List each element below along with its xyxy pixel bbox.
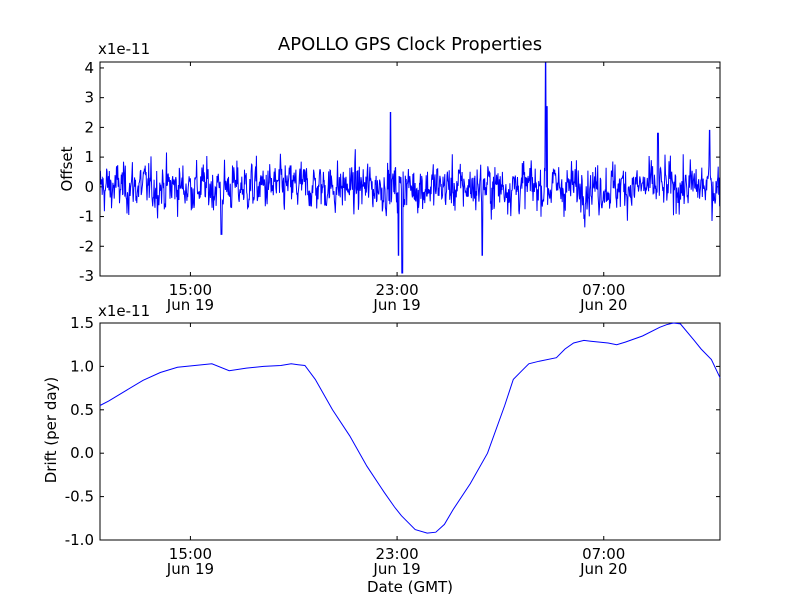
x-tick-date-label: Jun 19 [166,296,214,314]
x-tick-date-label: Jun 19 [372,296,420,314]
x-tick-time-label: 23:00 [375,281,418,299]
y-tick-label: 1 [84,148,94,166]
x-tick-time-label: 23:00 [375,545,418,563]
x-tick-time-label: 07:00 [582,545,625,563]
x-tick-date-label: Jun 20 [579,296,627,314]
y-tick-label: 1.5 [70,314,94,332]
offset-y-axis-label: Offset [58,146,76,191]
y-tick-label: 0 [84,178,94,196]
y-tick-label: 0.5 [70,401,94,419]
plot-frame [99,322,721,541]
plot-frame-overlay [99,61,721,277]
y-tick-label: -1.0 [65,531,94,549]
x-tick-date-label: Jun 20 [579,560,627,578]
drift-y-multiplier: x1e-11 [98,302,150,320]
drift-y-axis-label: Drift (per day) [42,377,60,484]
y-tick-label: 0.0 [70,444,94,462]
drift-x-axis-label: Date (GMT) [367,578,453,596]
x-tick-date-label: Jun 19 [166,560,214,578]
chart-title: APOLLO GPS Clock Properties [278,34,542,55]
y-tick-label: 3 [84,89,94,107]
y-tick-label: -3 [79,267,94,285]
x-tick-date-label: Jun 19 [372,560,420,578]
offset-y-multiplier: x1e-11 [98,40,150,58]
x-tick-time-label: 15:00 [169,281,212,299]
y-tick-label: -0.5 [65,488,94,506]
y-tick-label: -2 [79,237,94,255]
y-tick-label: -1 [79,208,94,226]
offset-series-line [99,61,721,274]
y-tick-label: 4 [84,59,94,77]
x-tick-time-label: 07:00 [582,281,625,299]
y-tick-label: 1.0 [70,357,94,375]
plot-frame [99,61,721,277]
y-tick-label: 2 [84,118,94,136]
x-tick-time-label: 15:00 [169,545,212,563]
drift-series-line [99,322,721,534]
